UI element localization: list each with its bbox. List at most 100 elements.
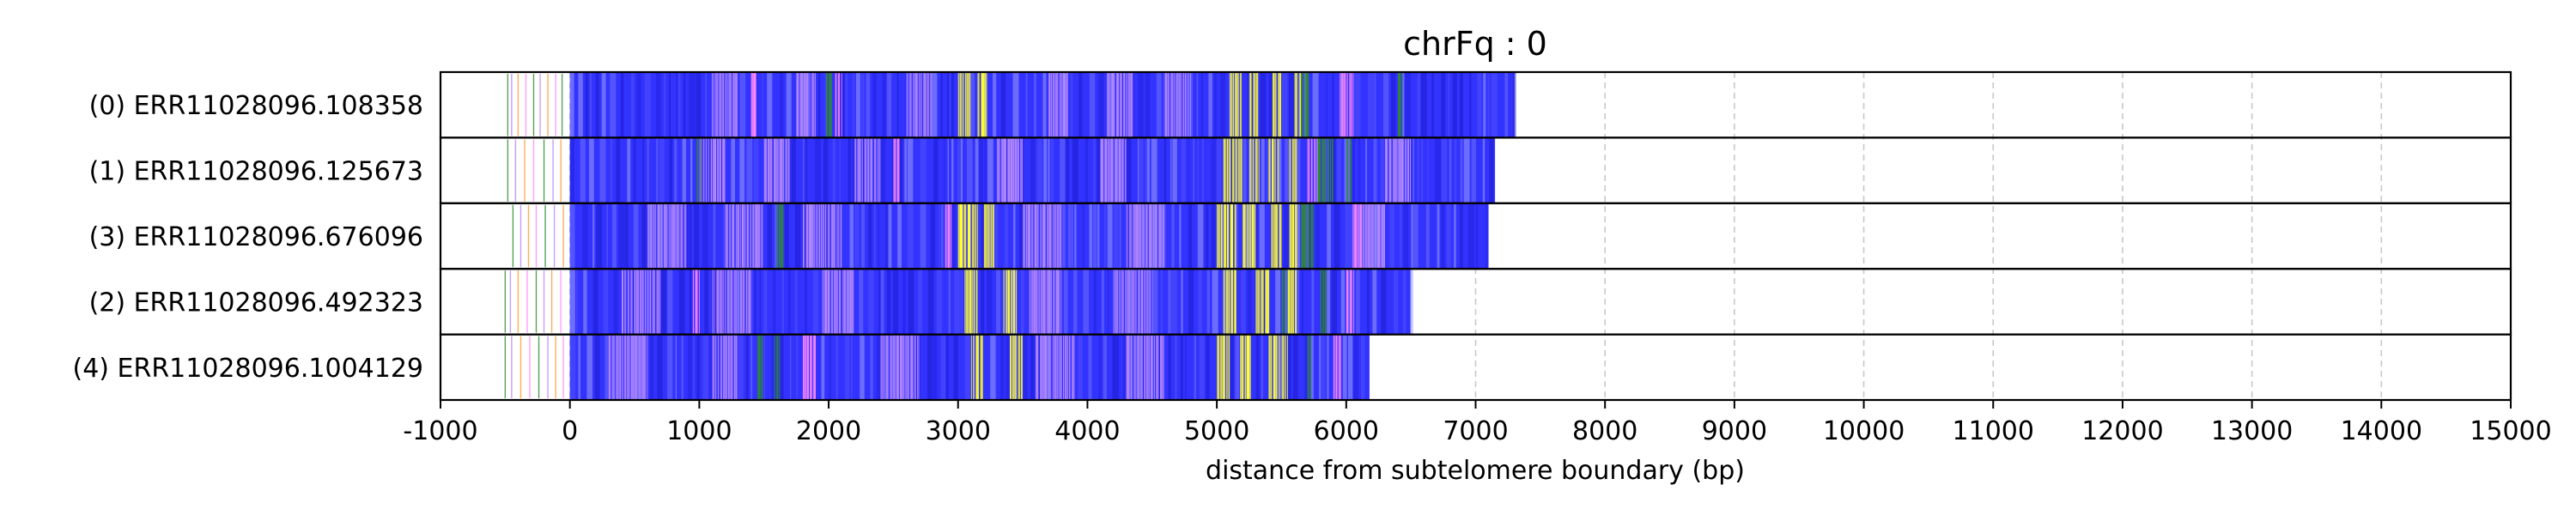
purple-segment <box>1133 203 1135 270</box>
yellow-segment <box>963 203 967 270</box>
texture-stripe <box>1000 334 1005 400</box>
purple-segment <box>1104 137 1108 203</box>
texture-stripe <box>744 269 747 335</box>
pink-segment <box>695 269 698 335</box>
texture-stripe <box>907 203 914 270</box>
texture-stripe <box>1249 137 1254 203</box>
purple-segment <box>720 334 722 400</box>
texture-stripe <box>647 137 649 203</box>
purple-segment <box>1362 203 1365 270</box>
texture-stripe <box>664 72 666 138</box>
purple-segment <box>671 203 673 270</box>
purple-segment <box>1030 203 1034 270</box>
texture-stripe <box>633 203 639 270</box>
purple-segment <box>1048 334 1052 400</box>
purple-segment <box>776 137 779 203</box>
texture-stripe <box>1227 334 1230 400</box>
texture-stripe <box>1455 137 1457 203</box>
texture-stripe <box>1504 72 1509 138</box>
texture-stripe <box>1434 137 1442 203</box>
texture-stripe <box>1270 203 1276 270</box>
yellow-segment <box>1240 137 1242 203</box>
purple-segment <box>917 334 919 400</box>
texture-stripe <box>953 334 958 400</box>
texture-stripe <box>1067 203 1072 270</box>
texture-stripe <box>1305 203 1309 270</box>
purple-segment <box>1151 269 1153 335</box>
purple-segment <box>779 137 782 203</box>
yellow-segment <box>1237 137 1240 203</box>
purple-segment <box>628 334 630 400</box>
green-segment <box>779 334 781 400</box>
purple-segment <box>1128 269 1131 335</box>
x-tick-label: 6000 <box>1314 416 1379 446</box>
texture-stripe <box>1194 334 1196 400</box>
texture-stripe <box>1378 203 1382 270</box>
purple-segment <box>666 203 668 270</box>
purple-segment <box>644 334 647 400</box>
green-segment <box>1321 137 1325 203</box>
read-label: (2) ERR11028096.492323 <box>89 288 423 318</box>
purple-segment <box>1034 203 1037 270</box>
purple-segment <box>616 334 618 400</box>
purple-segment <box>827 269 830 335</box>
read-label: (1) ERR11028096.125673 <box>89 157 423 187</box>
yellow-segment <box>1288 269 1291 335</box>
purple-segment <box>838 203 840 270</box>
texture-stripe <box>1247 269 1252 335</box>
read-label: (3) ERR11028096.676096 <box>89 222 423 252</box>
yellow-segment <box>1294 72 1297 138</box>
texture-stripe <box>599 137 606 203</box>
texture-stripe <box>1241 269 1246 335</box>
texture-stripe <box>586 334 593 400</box>
purple-segment <box>1130 72 1133 138</box>
pink-segment <box>841 72 842 138</box>
texture-stripe <box>1389 203 1394 270</box>
purple-segment <box>1388 137 1392 203</box>
texture-stripe <box>1225 203 1229 270</box>
green-segment <box>830 72 832 138</box>
texture-stripe <box>996 269 1000 335</box>
yellow-segment <box>984 72 986 138</box>
purple-segment <box>830 269 833 335</box>
texture-stripe <box>592 269 598 335</box>
purple-segment <box>1021 137 1024 203</box>
yellow-segment <box>1222 334 1224 400</box>
texture-stripe <box>1489 137 1494 203</box>
texture-stripe <box>1441 203 1445 270</box>
purple-segment <box>1042 203 1046 270</box>
texture-stripe <box>872 72 877 138</box>
texture-stripe <box>930 203 936 270</box>
yellow-segment <box>1255 137 1258 203</box>
yellow-segment <box>1261 269 1264 335</box>
texture-stripe <box>1188 137 1189 203</box>
yellow-segment <box>973 269 975 335</box>
texture-stripe <box>583 269 587 335</box>
yellow-segment <box>988 203 990 270</box>
purple-segment <box>1130 334 1133 400</box>
purple-segment <box>834 269 836 335</box>
texture-stripe <box>845 334 850 400</box>
purple-segment <box>1119 269 1121 335</box>
purple-segment <box>1141 203 1145 270</box>
texture-stripe <box>630 72 635 138</box>
purple-segment <box>857 137 860 203</box>
green-segment <box>1281 269 1284 335</box>
yellow-segment <box>1258 137 1260 203</box>
purple-segment <box>683 203 687 270</box>
purple-segment <box>1040 203 1042 270</box>
yellow-segment <box>975 334 979 400</box>
texture-stripe <box>835 334 839 400</box>
yellow-segment <box>992 203 994 270</box>
texture-stripe <box>804 269 808 335</box>
texture-stripe <box>1145 72 1151 138</box>
texture-stripe <box>787 269 791 335</box>
texture-stripe <box>569 203 575 270</box>
purple-segment <box>1042 334 1044 400</box>
purple-segment <box>1054 203 1056 270</box>
texture-stripe <box>1198 269 1202 335</box>
purple-segment <box>710 137 713 203</box>
texture-stripe <box>1441 137 1448 203</box>
yellow-segment <box>1275 203 1279 270</box>
yellow-segment <box>1268 334 1271 400</box>
